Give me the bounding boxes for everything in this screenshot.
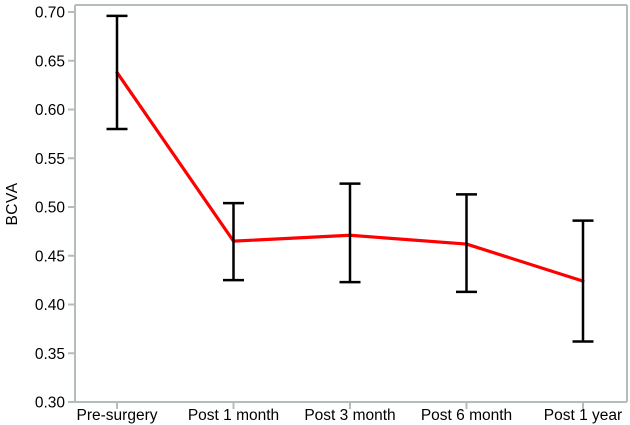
- y-tick-label: 0.30: [35, 395, 66, 412]
- y-tick-label: 0.70: [35, 5, 66, 22]
- y-tick-label: 0.45: [35, 248, 65, 265]
- y-tick-label: 0.65: [35, 53, 65, 70]
- x-tick-label: Post 6 month: [421, 407, 512, 424]
- y-tick-label: 0.40: [35, 297, 66, 314]
- y-tick-label: 0.50: [35, 200, 66, 217]
- x-tick-label: Post 3 month: [304, 407, 395, 424]
- y-tick-label: 0.35: [35, 346, 65, 363]
- y-tick-label: 0.55: [35, 151, 65, 168]
- x-tick-label: Post 1 year: [544, 407, 622, 424]
- x-tick-label: Post 1 month: [188, 407, 279, 424]
- y-tick-label: 0.60: [35, 102, 66, 119]
- x-tick-label: Pre-surgery: [77, 407, 158, 424]
